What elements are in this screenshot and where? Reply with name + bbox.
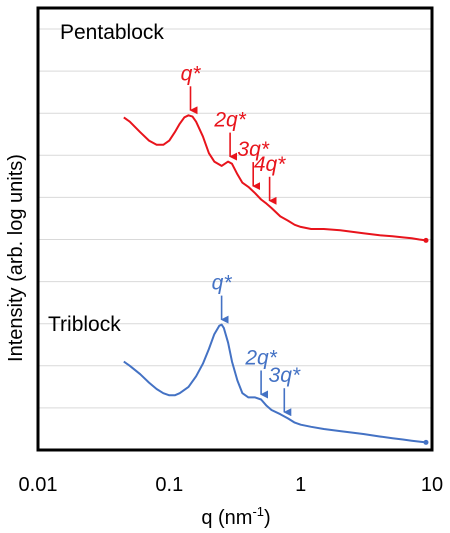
plot-area: [36, 6, 434, 452]
x-axis-title-superscript: -1: [252, 504, 264, 519]
peak-label: q*: [212, 272, 233, 295]
peak-label: 2q*: [244, 347, 277, 370]
series-line-pentablock: [123, 114, 427, 242]
series-end-marker: [423, 237, 429, 243]
y-axis-title: Intensity (arb. log units): [5, 154, 27, 362]
peak-label: 2q*: [213, 109, 246, 132]
x-axis-ticks: 0.01 0.1 1 10: [19, 474, 444, 496]
peak-label: q*: [181, 62, 202, 85]
peak-label: 3q*: [237, 138, 269, 161]
annotations: q*2q*3q*4q*q*2q*3q*: [181, 62, 301, 417]
x-axis-title: q (nm-1): [201, 504, 270, 529]
x-tick-label: 0.01: [19, 474, 58, 496]
peak-label: 3q*: [269, 364, 301, 387]
x-axis-title-end: ): [264, 507, 271, 529]
series-layer: [123, 114, 429, 445]
series-label-triblock: Triblock: [48, 313, 121, 336]
peak-label: 4q*: [254, 153, 286, 176]
x-axis-title-main: q (nm: [201, 507, 252, 529]
series-label-pentablock: Pentablock: [60, 21, 164, 44]
series-line-triblock: [123, 323, 427, 444]
series-end-marker: [423, 439, 429, 445]
x-tick-label: 10: [421, 474, 443, 496]
x-tick-label: 0.1: [155, 474, 183, 496]
x-tick-label: 1: [295, 474, 306, 496]
gridlines: [38, 28, 432, 409]
